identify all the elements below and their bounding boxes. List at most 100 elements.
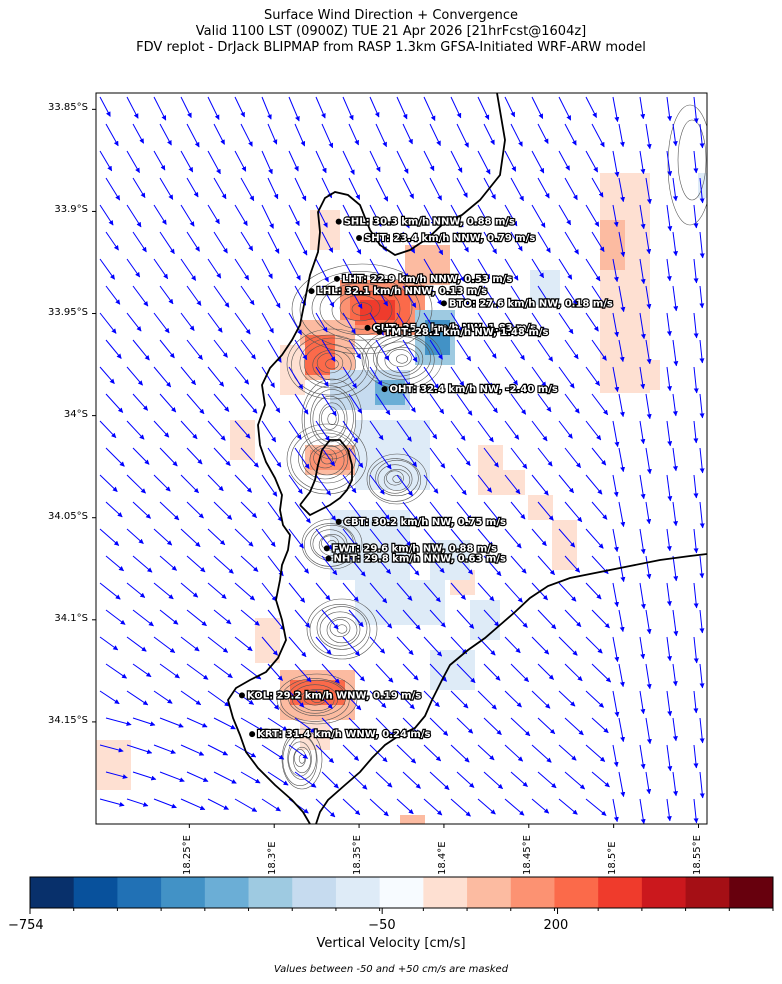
wind-vector xyxy=(207,690,230,707)
wind-vector xyxy=(564,177,578,201)
wind-vector xyxy=(477,312,492,334)
wind-vector xyxy=(213,285,230,308)
wind-vector xyxy=(369,636,386,654)
wind-vector xyxy=(693,366,699,394)
wind-vector xyxy=(267,393,281,414)
wind-vector xyxy=(537,177,550,199)
contour-ring xyxy=(290,429,360,491)
wind-vector xyxy=(585,636,603,654)
contour-ring xyxy=(667,104,707,226)
wind-vector xyxy=(591,771,610,788)
wind-vector xyxy=(261,636,278,656)
wind-vector xyxy=(153,258,169,280)
wind-vector xyxy=(666,690,673,717)
wind-vector xyxy=(234,420,251,439)
wind-vector xyxy=(693,690,699,714)
wind-vector xyxy=(294,771,317,788)
wind-vector xyxy=(456,663,476,684)
station-label-kol: KOL: 29.2 km/h WNW, 0.19 m/s xyxy=(247,690,421,701)
wind-vector xyxy=(456,771,475,788)
wind-vector xyxy=(180,528,201,547)
wind-vector xyxy=(564,609,582,627)
wind-vector xyxy=(450,312,464,333)
wind-vector xyxy=(369,690,387,708)
wind-vector xyxy=(558,528,576,548)
wind-vector xyxy=(342,312,356,335)
wind-vector xyxy=(240,771,261,784)
wind-vector xyxy=(396,420,412,442)
wind-vector xyxy=(693,420,699,444)
wind-vector xyxy=(375,177,389,202)
wind-vector xyxy=(585,690,604,708)
wind-vector xyxy=(558,366,575,389)
wind-vector xyxy=(288,420,302,440)
wind-vector xyxy=(99,798,125,807)
wind-vector xyxy=(402,339,418,363)
wind-vector xyxy=(159,663,180,679)
wind-vector xyxy=(159,177,174,200)
wind-vector xyxy=(585,258,601,282)
wind-vector xyxy=(267,771,289,786)
wind-vector xyxy=(423,150,435,172)
wind-vector xyxy=(99,528,120,546)
wind-vector xyxy=(666,366,672,392)
wind-vector xyxy=(396,474,414,497)
station-marker-tmt xyxy=(376,328,383,335)
wind-vector xyxy=(429,447,446,469)
wind-vector xyxy=(672,123,678,147)
wind-vector xyxy=(213,123,225,145)
lon-label: 18.25°E xyxy=(182,835,194,875)
wind-vector xyxy=(396,528,412,547)
wind-vector xyxy=(186,177,199,198)
wind-vector xyxy=(105,609,126,625)
wind-vector xyxy=(423,528,440,548)
wind-vector xyxy=(180,798,206,811)
wind-vector xyxy=(510,393,527,415)
wind-vector xyxy=(288,258,301,281)
wind-vector xyxy=(153,474,171,492)
wind-vector xyxy=(591,123,605,148)
contour-ring xyxy=(377,464,413,494)
wind-vector xyxy=(105,123,119,147)
wind-vector xyxy=(618,339,625,363)
wind-vector xyxy=(510,123,523,147)
colorbar-segment xyxy=(598,877,643,908)
station-label-shl: SHL: 30.3 km/h NNW, 0.88 m/s xyxy=(344,217,515,228)
wind-vector xyxy=(456,231,469,253)
wind-vector xyxy=(396,744,417,764)
wind-vector xyxy=(159,447,178,467)
wind-vector xyxy=(429,663,447,682)
wind-vector xyxy=(612,150,620,178)
wind-vector xyxy=(180,204,195,227)
wind-vector xyxy=(612,96,620,123)
wind-vector xyxy=(234,312,251,335)
wind-vector xyxy=(504,258,519,281)
wind-vector xyxy=(429,285,442,306)
wind-vector xyxy=(531,474,549,496)
wind-vector xyxy=(315,690,333,709)
wind-vector xyxy=(375,339,390,361)
contour-ring xyxy=(368,458,422,502)
wind-vector xyxy=(537,555,555,576)
wind-vector xyxy=(240,393,258,414)
wind-vector xyxy=(180,582,199,598)
station-label-lhl: LHL: 32.1 km/h NNW, 0.13 m/s xyxy=(317,286,488,297)
wind-vector xyxy=(213,339,228,358)
wind-vector xyxy=(348,177,361,200)
wind-vector xyxy=(294,717,316,734)
wind-vector xyxy=(537,447,553,467)
wind-vector xyxy=(348,609,364,628)
wind-vector xyxy=(450,582,466,600)
wind-vector xyxy=(288,96,300,122)
wind-vector xyxy=(375,123,387,148)
wind-vector xyxy=(294,663,312,683)
wind-vector xyxy=(294,231,308,256)
wind-vector xyxy=(99,582,121,600)
wind-vector xyxy=(402,717,420,735)
contour-ring xyxy=(299,688,335,712)
lon-label: 18.4°E xyxy=(436,841,448,875)
wind-vector xyxy=(207,96,220,120)
wind-vector xyxy=(504,798,525,816)
wind-vector xyxy=(402,393,416,413)
